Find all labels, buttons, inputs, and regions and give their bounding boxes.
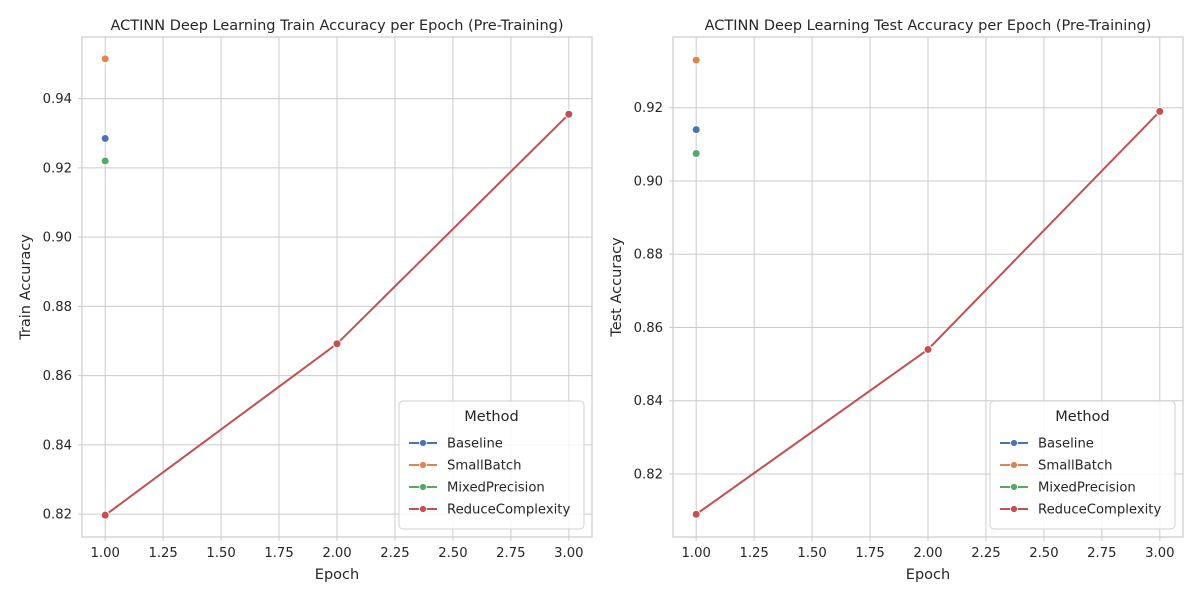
x-axis-label: Epoch xyxy=(315,567,359,583)
legend-marker xyxy=(1010,483,1018,491)
x-tick-label: 2.00 xyxy=(322,546,351,561)
y-tick-label: 0.82 xyxy=(634,467,663,482)
legend-title: Method xyxy=(464,409,518,425)
legend-entry: MixedPrecision xyxy=(447,481,545,496)
x-tick-label: 2.50 xyxy=(1029,546,1058,561)
chart-panel-1: 1.00 1.25 1.50 1.75 2.00 2.25 2.50 2.75 3.00 0.82… xyxy=(18,18,593,583)
legend-marker xyxy=(1010,461,1018,469)
data-point-reducecomplexity xyxy=(564,109,574,119)
data-point-baseline xyxy=(100,133,110,143)
legend-entry: ReduceComplexity xyxy=(447,503,570,518)
y-tick-label: 0.92 xyxy=(43,161,72,176)
y-tick-label: 0.94 xyxy=(43,92,72,107)
x-tick-label: 1.00 xyxy=(681,546,710,561)
data-point-mixedprecision xyxy=(100,156,110,166)
data-point-reducecomplexity xyxy=(923,344,933,354)
data-point-reducecomplexity xyxy=(691,509,701,519)
x-tick-label: 2.75 xyxy=(496,546,525,561)
legend-entry: SmallBatch xyxy=(1038,459,1113,474)
chart-title: ACTINN Deep Learning Train Accuracy per … xyxy=(111,18,564,34)
data-point-mixedprecision xyxy=(691,148,701,158)
y-tick-label: 0.84 xyxy=(43,438,72,453)
data-point-reducecomplexity xyxy=(100,510,110,520)
y-tick-label: 0.86 xyxy=(634,321,663,336)
x-tick-label: 3.00 xyxy=(1145,546,1174,561)
x-tick-label: 2.50 xyxy=(438,546,467,561)
legend-entry: Baseline xyxy=(447,437,503,452)
x-tick-label: 1.50 xyxy=(797,546,826,561)
data-point-reducecomplexity xyxy=(332,339,342,349)
chart-panel-2: 1.00 1.25 1.50 1.75 2.00 2.25 2.50 2.75 3.00 0.82… xyxy=(609,18,1184,583)
data-point-reducecomplexity xyxy=(1155,106,1165,116)
legend: Method Baseline SmallBatch MixedPrecision Re… xyxy=(398,400,585,530)
data-point-smallbatch xyxy=(100,54,110,64)
x-tick-label: 2.75 xyxy=(1087,546,1116,561)
x-tick-label: 1.50 xyxy=(206,546,235,561)
legend-marker xyxy=(419,439,427,447)
y-tick-label: 0.92 xyxy=(634,101,663,116)
y-tick-label: 0.88 xyxy=(634,248,663,263)
y-tick-label: 0.86 xyxy=(43,369,72,384)
y-axis-label: Test Accuracy xyxy=(609,237,625,338)
y-tick-label: 0.84 xyxy=(634,394,663,409)
legend: Method Baseline SmallBatch MixedPrecision Re… xyxy=(989,400,1176,530)
y-tick-label: 0.82 xyxy=(43,508,72,523)
legend-marker xyxy=(1010,505,1018,513)
x-tick-label: 2.00 xyxy=(913,546,942,561)
chart-title: ACTINN Deep Learning Test Accuracy per E… xyxy=(705,18,1152,34)
x-tick-label: 2.25 xyxy=(971,546,1000,561)
x-tick-label: 1.00 xyxy=(90,546,119,561)
x-tick-label: 1.75 xyxy=(855,546,884,561)
x-axis-label: Epoch xyxy=(906,567,950,583)
legend-entry: ReduceComplexity xyxy=(1038,503,1161,518)
legend-entry: MixedPrecision xyxy=(1038,481,1136,496)
legend-entry: Baseline xyxy=(1038,437,1094,452)
data-point-baseline xyxy=(691,125,701,135)
y-tick-label: 0.90 xyxy=(634,174,663,189)
y-axis-label: Train Accuracy xyxy=(18,234,34,341)
legend-marker xyxy=(419,505,427,513)
legend-box xyxy=(398,400,585,530)
legend-box xyxy=(989,400,1176,530)
x-tick-label: 1.25 xyxy=(739,546,768,561)
legend-marker xyxy=(1010,439,1018,447)
legend-marker xyxy=(419,461,427,469)
y-tick-label: 0.90 xyxy=(43,231,72,246)
y-tick-label: 0.88 xyxy=(43,300,72,315)
x-tick-label: 3.00 xyxy=(554,546,583,561)
legend-entry: SmallBatch xyxy=(447,459,522,474)
legend-marker xyxy=(419,483,427,491)
legend-title: Method xyxy=(1055,409,1109,425)
x-tick-label: 1.75 xyxy=(264,546,293,561)
data-point-smallbatch xyxy=(691,55,701,65)
x-tick-label: 2.25 xyxy=(380,546,409,561)
x-tick-label: 1.25 xyxy=(148,546,177,561)
